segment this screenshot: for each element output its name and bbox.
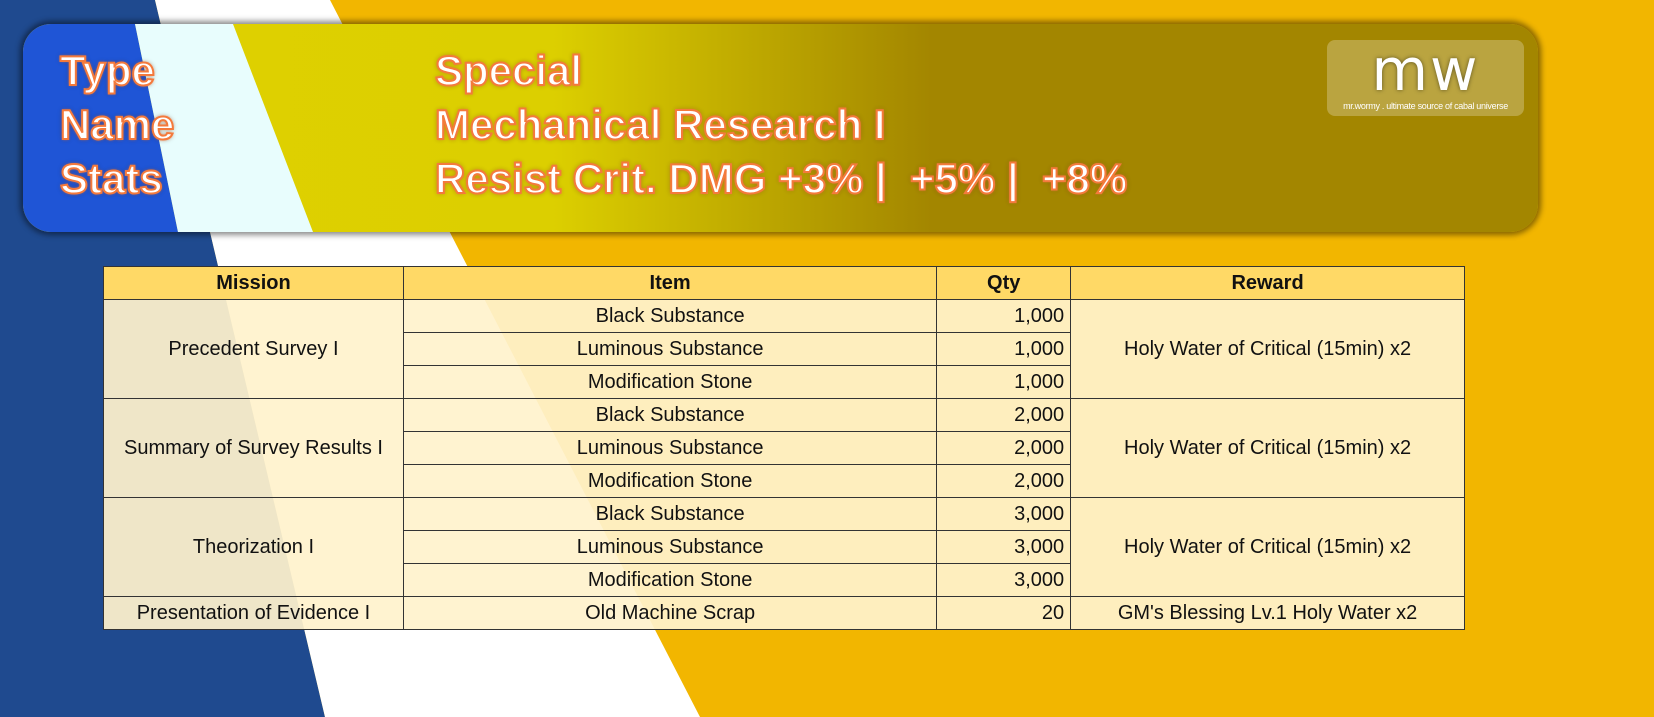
item-cell: Luminous Substance <box>402 431 938 465</box>
col-mission: Mission <box>103 266 404 300</box>
reward-cell: Holy Water of Critical (15min) x2 <box>1070 497 1465 597</box>
table-row: Modification Stone 3,000 <box>104 563 1465 597</box>
mission-cell: Presentation of Evidence I <box>103 596 404 630</box>
qty-cell: 3,000 <box>936 563 1072 597</box>
table-row: Theorization I Black Substance 3,000 Holy W… <box>103 497 1465 597</box>
item-cell: Old Machine Scrap <box>402 596 938 630</box>
table-row: Summary of Survey Results I Black Substan… <box>103 398 1465 498</box>
type-label: Type <box>59 46 156 95</box>
item-cell: Black Substance <box>402 497 938 531</box>
qty-cell: 3,000 <box>936 530 1072 564</box>
qty-cell: 2,000 <box>936 431 1072 465</box>
qty-cell: 2,000 <box>936 464 1072 498</box>
item-cell: Modification Stone <box>402 365 938 399</box>
reward-cell: Holy Water of Critical (15min) x2 <box>1070 398 1465 498</box>
table-row: Luminous Substance 3,000 <box>104 530 1465 564</box>
item-cell: Black Substance <box>402 398 938 432</box>
item-cell: Luminous Substance <box>402 332 938 366</box>
reward-cell: GM's Blessing Lv.1 Holy Water x2 <box>1070 596 1465 630</box>
logo-tagline: mr.wormy . ultimate source of cabal univ… <box>1343 101 1508 111</box>
col-item: Item <box>402 266 938 300</box>
qty-cell: 2,000 <box>936 398 1072 432</box>
qty-cell: 1,000 <box>936 365 1072 399</box>
col-qty: Qty <box>936 266 1072 300</box>
qty-cell: 1,000 <box>936 332 1072 366</box>
table-row: Presentation of Evidence I Old Machine Sc… <box>103 596 1465 630</box>
col-reward: Reward <box>1070 266 1465 300</box>
item-cell: Modification Stone <box>402 563 938 597</box>
table-row: Precedent Survey I Black Substance 1,000 Ho… <box>103 299 1465 399</box>
table-row: Modification Stone 2,000 <box>104 464 1465 498</box>
mission-cell: Precedent Survey I <box>103 299 404 399</box>
type-value: Special <box>434 46 583 95</box>
item-cell: Black Substance <box>402 299 938 333</box>
stats-value: Resist Crit. DMG +3% | +5% | +8% <box>434 154 1128 203</box>
mission-cell: Theorization I <box>103 497 404 597</box>
qty-cell: 3,000 <box>936 497 1072 531</box>
info-banner <box>23 24 1538 232</box>
reward-cell: Holy Water of Critical (15min) x2 <box>1070 299 1465 399</box>
mw-logo: mw mr.wormy . ultimate source of cabal u… <box>1327 40 1524 116</box>
item-cell: Luminous Substance <box>402 530 938 564</box>
name-value: Mechanical Research I <box>434 100 887 149</box>
mission-cell: Summary of Survey Results I <box>103 398 404 498</box>
logo-mark: mw <box>1371 36 1480 104</box>
stats-label: Stats <box>59 154 164 203</box>
qty-cell: 20 <box>936 596 1072 630</box>
name-label: Name <box>59 100 175 149</box>
table-row: Luminous Substance 2,000 <box>104 431 1465 465</box>
item-cell: Modification Stone <box>402 464 938 498</box>
mission-table: Mission Item Qty Reward Precedent Survey… <box>103 266 1465 630</box>
qty-cell: 1,000 <box>936 299 1072 333</box>
